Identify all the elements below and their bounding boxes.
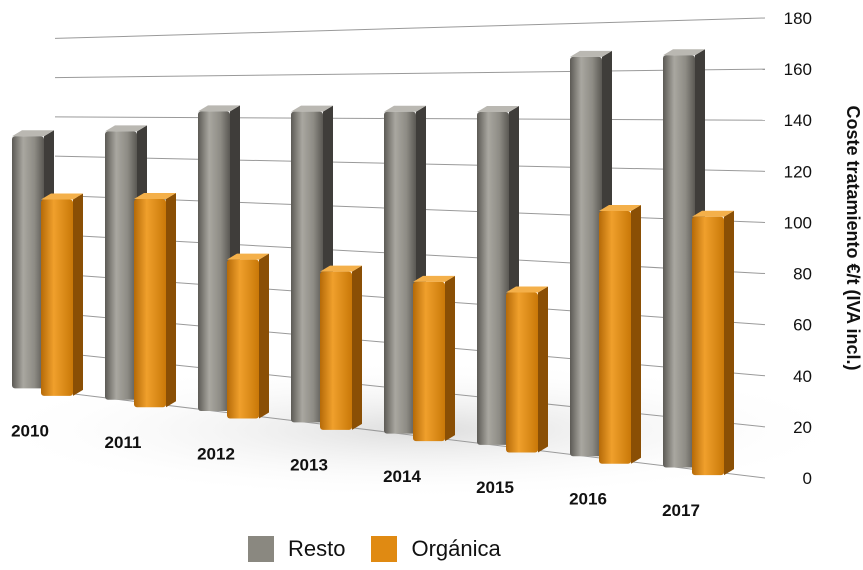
bar-resto-2017 bbox=[663, 55, 695, 468]
legend-label-organica: Orgánica bbox=[411, 536, 501, 561]
bar-side-orgnica-2014 bbox=[445, 275, 455, 442]
y-tick-labels: 0 20 40 60 80 100 120 140 160 180 bbox=[784, 9, 812, 488]
y-axis-label: Coste tratamiento €/t (IVA incl.) bbox=[843, 105, 863, 370]
bar-top-resto-2013 bbox=[291, 105, 333, 112]
legend-swatch-resto bbox=[248, 536, 274, 562]
y-tick-label: 60 bbox=[793, 316, 812, 335]
bar-resto-2016 bbox=[570, 56, 602, 457]
bar-orgnica-2014 bbox=[413, 281, 445, 442]
x-tick-label: 2012 bbox=[197, 444, 235, 463]
bar-top-orgnica-2015 bbox=[506, 286, 548, 293]
bar-top-resto-2016 bbox=[570, 50, 612, 57]
category-labels: 2010 2011 2012 2013 2014 2015 2016 2017 bbox=[11, 422, 700, 520]
x-tick-label: 2016 bbox=[569, 489, 607, 508]
bar-top-orgnica-2010 bbox=[41, 193, 83, 200]
bar-top-orgnica-2013 bbox=[320, 265, 362, 272]
bar-side-orgnica-2016 bbox=[631, 205, 641, 464]
bar-top-orgnica-2014 bbox=[413, 275, 455, 282]
bar-resto-2012 bbox=[198, 111, 230, 412]
bar-top-resto-2012 bbox=[198, 105, 240, 112]
y-tick-label: 140 bbox=[784, 111, 812, 130]
bar-side-orgnica-2010 bbox=[73, 193, 83, 396]
y-tick-label: 0 bbox=[803, 469, 812, 488]
x-tick-label: 2011 bbox=[105, 433, 142, 452]
bar-orgnica-2016 bbox=[599, 211, 631, 464]
legend-label-resto: Resto bbox=[288, 536, 346, 561]
bar-top-orgnica-2011 bbox=[134, 192, 176, 199]
legend-item-resto: Resto bbox=[248, 536, 345, 562]
y-tick-label: 160 bbox=[784, 60, 812, 79]
bar-top-resto-2010 bbox=[12, 130, 54, 137]
gridline-160 bbox=[54, 68, 766, 79]
bar-side-orgnica-2011 bbox=[166, 192, 176, 408]
x-tick-label: 2017 bbox=[662, 501, 700, 520]
legend: Resto Orgánica bbox=[248, 536, 527, 562]
x-tick-label: 2015 bbox=[476, 478, 514, 497]
bar-orgnica-2015 bbox=[506, 292, 538, 453]
bar-top-resto-2014 bbox=[384, 105, 426, 112]
bar-top-resto-2015 bbox=[477, 105, 519, 112]
bar-side-orgnica-2015 bbox=[538, 286, 548, 453]
bar-resto-2014 bbox=[384, 111, 416, 434]
bar-top-resto-2011 bbox=[105, 125, 147, 132]
y-tick-label: 120 bbox=[784, 162, 812, 181]
y-tick-label: 40 bbox=[793, 367, 812, 386]
bar-side-orgnica-2012 bbox=[259, 253, 269, 419]
bar-orgnica-2017 bbox=[692, 216, 724, 476]
bar-top-orgnica-2012 bbox=[227, 253, 269, 260]
bar-side-orgnica-2017 bbox=[724, 210, 734, 476]
x-tick-label: 2013 bbox=[290, 456, 328, 475]
bar-resto-2010 bbox=[12, 136, 44, 389]
x-tick-label: 2014 bbox=[383, 467, 421, 486]
bar-resto-2015 bbox=[477, 111, 509, 445]
x-tick-label: 2010 bbox=[11, 422, 49, 441]
bar-resto-2013 bbox=[291, 111, 323, 423]
y-tick-label: 80 bbox=[793, 265, 812, 284]
legend-swatch-organica bbox=[371, 536, 398, 562]
y-tick-label: 100 bbox=[784, 213, 812, 232]
y-tick-label: 20 bbox=[793, 418, 812, 437]
bar-top-orgnica-2017 bbox=[692, 210, 734, 217]
bar-top-resto-2017 bbox=[663, 49, 705, 56]
bar-orgnica-2010 bbox=[41, 199, 73, 396]
gridline-0 bbox=[54, 391, 766, 479]
y-tick-label: 180 bbox=[784, 9, 812, 28]
bar-orgnica-2012 bbox=[227, 259, 259, 419]
bar-side-orgnica-2013 bbox=[352, 265, 362, 430]
bar-top-orgnica-2016 bbox=[599, 205, 641, 212]
legend-item-organica: Orgánica bbox=[371, 536, 501, 562]
bar-resto-2011 bbox=[105, 131, 137, 400]
bar-orgnica-2013 bbox=[320, 271, 352, 430]
gridline-180 bbox=[54, 17, 766, 39]
bar-orgnica-2011 bbox=[134, 198, 166, 408]
bars bbox=[12, 49, 734, 476]
